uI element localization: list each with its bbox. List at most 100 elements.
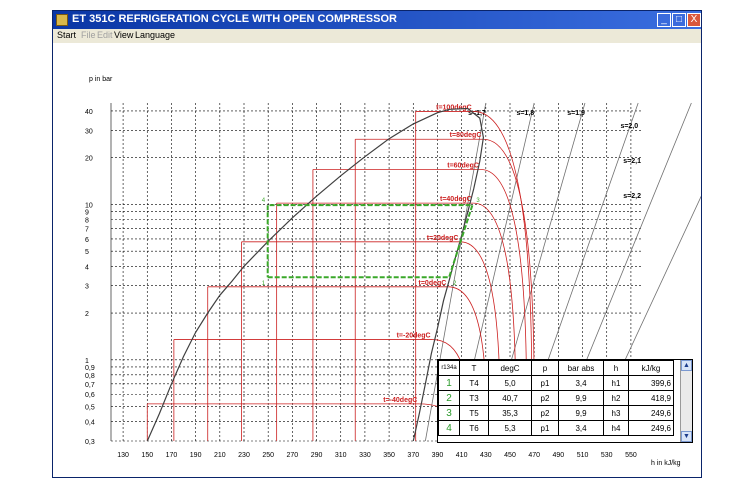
cell-p: p1 bbox=[531, 420, 559, 436]
y-tick-label: 0,9 bbox=[85, 365, 95, 372]
y-tick-label: 0,6 bbox=[85, 392, 95, 399]
x-tick-label: 370 bbox=[407, 452, 419, 459]
y-tick-label: 8 bbox=[85, 218, 89, 225]
close-button[interactable]: X bbox=[687, 13, 701, 27]
menu-view[interactable]: View bbox=[114, 30, 134, 40]
y-tick-label: 0,4 bbox=[85, 420, 95, 427]
cell-t: T3 bbox=[459, 390, 489, 406]
row-number: 2 bbox=[438, 390, 460, 406]
y-tick-label: 2 bbox=[85, 311, 89, 318]
cell-p: p1 bbox=[531, 375, 559, 391]
cell-bar: 3,4 bbox=[558, 375, 604, 391]
y-tick-label: 5 bbox=[85, 249, 89, 256]
y-tick-label: 30 bbox=[85, 128, 93, 135]
menu-file[interactable]: File bbox=[81, 30, 96, 40]
cell-h: h1 bbox=[603, 375, 629, 391]
header-h: h bbox=[603, 360, 629, 376]
y-tick-label: 3 bbox=[85, 284, 89, 291]
cell-bar: 3,4 bbox=[558, 420, 604, 436]
cell-kjkg: 249,6 bbox=[628, 405, 674, 421]
x-tick-label: 290 bbox=[311, 452, 323, 459]
x-tick-label: 410 bbox=[456, 452, 468, 459]
isotherm-label: t=100degC bbox=[436, 104, 472, 111]
ph-diagram-area: p in bar h in kJ/kg 130 150 170 190 210 230 25… bbox=[53, 43, 745, 477]
x-tick-label: 450 bbox=[504, 452, 516, 459]
y-tick-label: 1 bbox=[85, 358, 89, 365]
x-tick-label: 270 bbox=[287, 452, 299, 459]
menu-start[interactable]: Start bbox=[57, 30, 77, 40]
x-tick-label: 490 bbox=[553, 452, 565, 459]
minimize-button[interactable]: _ bbox=[657, 13, 671, 27]
state-table: r134a T degC p bar abs h kJ/kg 1 T4 5,0 … bbox=[437, 359, 693, 443]
cell-bar: 9,9 bbox=[558, 390, 604, 406]
cell-bar: 9,9 bbox=[558, 405, 604, 421]
table-row[interactable]: 2 T3 40,7 p2 9,9 h2 418,9 bbox=[438, 390, 674, 406]
cycle-point-label: 3 bbox=[476, 198, 480, 204]
x-tick-label: 350 bbox=[383, 452, 395, 459]
header-bar-abs: bar abs bbox=[558, 360, 604, 376]
y-tick-label: 9 bbox=[85, 210, 89, 217]
y-tick-label: 10 bbox=[85, 202, 93, 209]
title-bar[interactable]: ET 351C REFRIGERATION CYCLE WITH OPEN CO… bbox=[53, 11, 701, 29]
y-axis-label: p in bar bbox=[89, 76, 113, 83]
header-p: p bbox=[531, 360, 559, 376]
table-row[interactable]: 1 T4 5,0 p1 3,4 h1 399,6 bbox=[438, 375, 674, 391]
table-header-row: r134a T degC p bar abs h kJ/kg bbox=[438, 360, 674, 376]
y-tick-label: 0,7 bbox=[85, 382, 95, 389]
isentrope-label: s=1,8 bbox=[516, 110, 534, 117]
cell-kjkg: 249,6 bbox=[628, 420, 674, 436]
menu-language[interactable]: Language bbox=[135, 30, 176, 40]
isotherm-label: t=0degC bbox=[419, 280, 447, 287]
isentrope-label: s=2,1 bbox=[623, 158, 641, 165]
cell-kjkg: 399,6 bbox=[628, 375, 674, 391]
window-title: ET 351C REFRIGERATION CYCLE WITH OPEN CO… bbox=[72, 13, 397, 25]
y-tick-label: 40 bbox=[85, 109, 93, 116]
x-tick-label: 470 bbox=[528, 452, 540, 459]
x-tick-label: 510 bbox=[577, 452, 589, 459]
cell-t: T5 bbox=[459, 405, 489, 421]
saturated-vapor-curve bbox=[412, 108, 485, 442]
scroll-up-icon[interactable]: ▲ bbox=[681, 360, 692, 371]
table-scrollbar[interactable]: ▲ ▼ bbox=[680, 360, 692, 442]
x-axis-label: h in kJ/kg bbox=[651, 460, 681, 467]
cell-t: T6 bbox=[459, 420, 489, 436]
scroll-down-icon[interactable]: ▼ bbox=[681, 431, 692, 442]
table-row[interactable]: 4 T6 5,3 p1 3,4 h4 249,6 bbox=[438, 420, 674, 436]
y-tick-label: 7 bbox=[85, 227, 89, 234]
cell-degc: 40,7 bbox=[488, 390, 532, 406]
refrigeration-cycle-line bbox=[266, 204, 474, 279]
x-tick-label: 530 bbox=[601, 452, 613, 459]
header-degc: degC bbox=[488, 360, 532, 376]
cell-h: h4 bbox=[603, 420, 629, 436]
isotherm-label: t=-40degC bbox=[383, 397, 417, 404]
row-number: 1 bbox=[438, 375, 460, 391]
app-icon bbox=[56, 14, 68, 26]
cycle-point-label: 1 bbox=[262, 281, 266, 287]
x-tick-label: 390 bbox=[432, 452, 444, 459]
isotherm-label: t=-20degC bbox=[397, 333, 431, 340]
isotherm-label: t=40degC bbox=[440, 196, 472, 203]
x-tick-label: 250 bbox=[262, 452, 274, 459]
header-kjkg: kJ/kg bbox=[628, 360, 674, 376]
app-window: ET 351C REFRIGERATION CYCLE WITH OPEN CO… bbox=[52, 10, 745, 478]
isotherm-label: t=20degC bbox=[427, 235, 459, 242]
cell-degc: 5,3 bbox=[488, 420, 532, 436]
cell-p: p2 bbox=[531, 390, 559, 406]
x-tick-label: 230 bbox=[238, 452, 250, 459]
x-tick-label: 150 bbox=[141, 452, 153, 459]
y-tick-label: 6 bbox=[85, 237, 89, 244]
refrigerant-label: r134a bbox=[438, 360, 460, 376]
cell-h: h3 bbox=[603, 405, 629, 421]
cell-kjkg: 418,9 bbox=[628, 390, 674, 406]
table-row[interactable]: 3 T5 35,3 p2 9,9 h3 249,6 bbox=[438, 405, 674, 421]
x-tick-label: 310 bbox=[335, 452, 347, 459]
cell-t: T4 bbox=[459, 375, 489, 391]
menu-edit[interactable]: Edit bbox=[97, 30, 113, 40]
row-number: 3 bbox=[438, 405, 460, 421]
isentrope-label: s=2,0 bbox=[620, 123, 638, 130]
cycle-point-label: 4 bbox=[262, 198, 266, 204]
isotherm-label: t=80degC bbox=[450, 132, 482, 139]
maximize-button[interactable]: □ bbox=[672, 13, 686, 27]
isentrope-label: s=2,2 bbox=[623, 193, 641, 200]
cell-degc: 35,3 bbox=[488, 405, 532, 421]
